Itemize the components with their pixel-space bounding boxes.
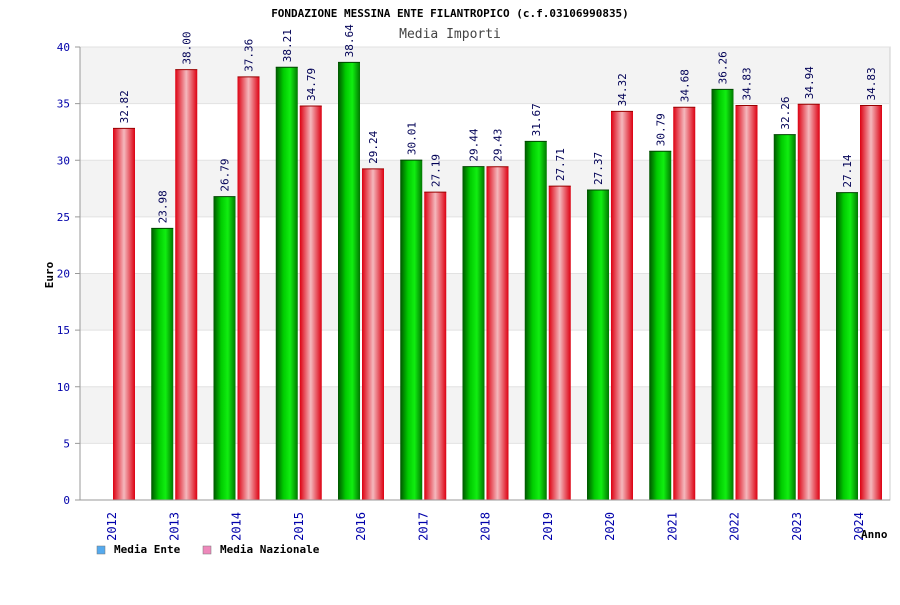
bar-media-nazionale bbox=[299, 106, 322, 501]
chart-title: FONDAZIONE MESSINA ENTE FILANTROPICO (c.… bbox=[271, 7, 629, 20]
value-label: 34.79 bbox=[305, 68, 318, 101]
bar-media-ente bbox=[151, 228, 174, 500]
y-tick-label: 15 bbox=[57, 324, 70, 337]
bar-media-ente bbox=[275, 67, 298, 500]
value-label: 32.26 bbox=[779, 97, 792, 130]
x-tick-label: 2023 bbox=[790, 512, 804, 541]
plot-band bbox=[80, 330, 890, 387]
value-label: 37.36 bbox=[243, 39, 256, 72]
y-tick-label: 40 bbox=[57, 41, 70, 54]
bar-media-nazionale bbox=[548, 186, 571, 500]
value-label: 34.32 bbox=[616, 73, 629, 106]
y-tick-label: 5 bbox=[63, 437, 70, 450]
bar-media-nazionale bbox=[797, 104, 820, 500]
value-label: 32.82 bbox=[118, 90, 131, 123]
y-tick-label: 25 bbox=[57, 211, 70, 224]
bar-media-nazionale bbox=[175, 69, 198, 501]
value-label: 38.00 bbox=[180, 32, 193, 65]
x-tick-label: 2015 bbox=[292, 512, 306, 541]
bar-media-ente bbox=[587, 190, 609, 501]
bar-media-ente bbox=[836, 192, 858, 500]
bar-media-ente bbox=[400, 160, 423, 500]
value-label: 38.64 bbox=[343, 24, 356, 57]
legend-label: Media Nazionale bbox=[220, 543, 320, 556]
y-tick-label: 30 bbox=[57, 154, 70, 167]
legend: Media Ente Media Nazionale bbox=[96, 543, 320, 556]
bar-media-nazionale bbox=[611, 111, 633, 501]
x-axis: 2012 2013 2014 2015 2016 2017 2018 2019 2020 2021… bbox=[105, 512, 866, 541]
value-label: 34.68 bbox=[678, 69, 691, 102]
value-label: 31.67 bbox=[530, 103, 543, 136]
y-tick-label: 10 bbox=[57, 381, 70, 394]
plot-band bbox=[80, 443, 890, 500]
value-label: 26.79 bbox=[219, 158, 232, 191]
x-tick-label: 2014 bbox=[230, 512, 244, 541]
bar-media-ente bbox=[711, 89, 734, 500]
plot-band bbox=[80, 160, 890, 217]
y-axis-label: Euro bbox=[43, 261, 56, 288]
plot-band bbox=[80, 47, 890, 104]
value-label: 27.19 bbox=[429, 154, 442, 187]
legend-swatch bbox=[96, 545, 106, 555]
bar-media-ente bbox=[338, 62, 360, 500]
y-tick-label: 20 bbox=[57, 268, 70, 281]
y-axis: 0 5 10 15 20 25 30 35 40 bbox=[57, 41, 890, 507]
bar-media-nazionale bbox=[424, 192, 447, 501]
bar-media-ente bbox=[649, 151, 672, 500]
x-tick-label: 2016 bbox=[354, 512, 368, 541]
x-tick-label: 2024 bbox=[852, 512, 866, 541]
value-label: 30.79 bbox=[654, 113, 667, 146]
x-tick-label: 2013 bbox=[167, 512, 181, 541]
value-label: 27.37 bbox=[592, 152, 605, 185]
bars bbox=[113, 61, 882, 501]
bar-media-nazionale bbox=[486, 166, 509, 500]
bar-media-nazionale bbox=[860, 105, 882, 501]
x-tick-label: 2021 bbox=[665, 512, 679, 541]
bar-media-nazionale bbox=[237, 76, 260, 500]
x-tick-label: 2022 bbox=[728, 512, 742, 541]
x-tick-label: 2012 bbox=[105, 512, 119, 541]
x-axis-label: Anno bbox=[861, 528, 888, 541]
plot-band bbox=[80, 103, 890, 161]
value-label: 38.21 bbox=[281, 29, 294, 62]
x-tick-label: 2018 bbox=[479, 512, 493, 541]
bar-media-nazionale bbox=[735, 105, 758, 501]
value-label: 27.14 bbox=[841, 154, 854, 187]
value-label: 34.94 bbox=[803, 66, 816, 99]
x-tick-label: 2019 bbox=[541, 512, 555, 541]
bar-media-ente bbox=[524, 141, 547, 500]
value-label: 29.44 bbox=[468, 128, 481, 161]
bar-media-ente bbox=[213, 196, 236, 500]
value-label: 34.83 bbox=[741, 67, 754, 100]
value-labels: 32.82 23.98 38.00 26.79 37.36 38.21 34.79 38.64… bbox=[118, 24, 878, 224]
x-tick-label: 2017 bbox=[416, 512, 430, 541]
y-tick-label: 35 bbox=[57, 98, 70, 111]
bar-media-ente bbox=[773, 134, 796, 500]
y-tick-label: 0 bbox=[63, 494, 70, 507]
plot-band bbox=[80, 216, 890, 274]
value-label: 36.26 bbox=[717, 51, 730, 84]
bar-media-nazionale bbox=[113, 128, 135, 500]
value-label: 29.24 bbox=[367, 130, 380, 163]
bar-media-nazionale bbox=[673, 107, 696, 501]
plot-band bbox=[80, 273, 890, 331]
bar-media-nazionale bbox=[362, 168, 384, 500]
legend-swatch bbox=[202, 545, 212, 555]
x-tick-label: 2020 bbox=[603, 512, 617, 541]
legend-label: Media Ente bbox=[114, 543, 181, 556]
plot-band bbox=[80, 386, 890, 444]
value-label: 27.71 bbox=[554, 148, 567, 181]
value-label: 34.83 bbox=[865, 67, 878, 100]
value-label: 23.98 bbox=[156, 190, 169, 223]
value-label: 29.43 bbox=[492, 129, 505, 162]
value-label: 30.01 bbox=[405, 122, 418, 155]
chart-subtitle: Media Importi bbox=[399, 27, 501, 42]
bar-media-ente bbox=[462, 166, 485, 501]
